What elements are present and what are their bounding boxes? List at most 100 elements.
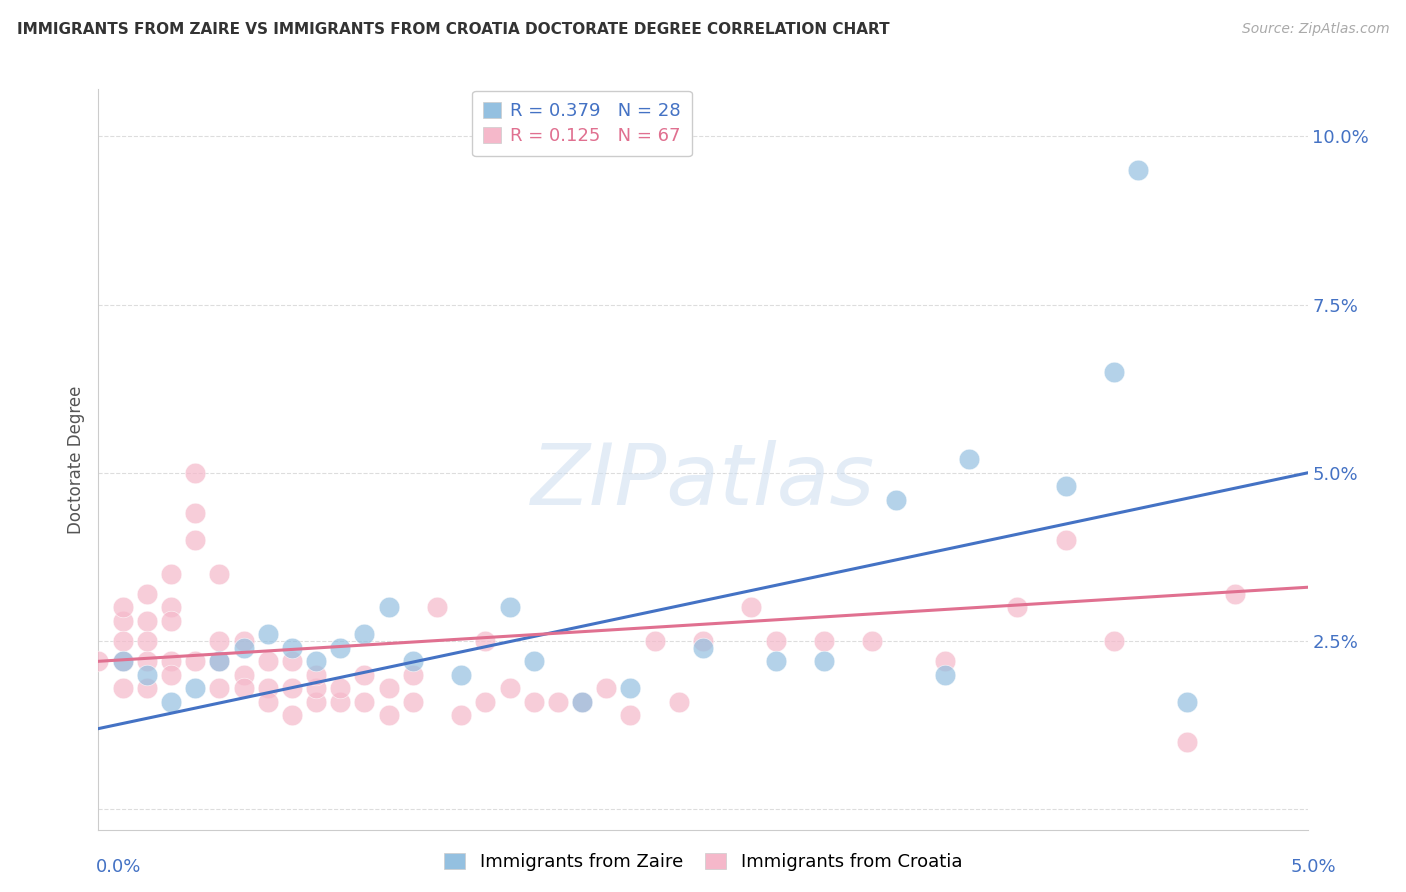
Point [135, 667, 157, 681]
Point [765, 654, 787, 668]
Point [135, 587, 157, 601]
Point [281, 654, 304, 668]
Point [692, 634, 714, 648]
Point [1102, 634, 1125, 648]
Text: 0.0%: 0.0% [96, 858, 141, 876]
Point [160, 667, 183, 681]
Point [934, 654, 956, 668]
Point [232, 681, 254, 696]
Text: 5.0%: 5.0% [1291, 858, 1336, 876]
Point [208, 654, 231, 668]
Point [111, 654, 134, 668]
Point [184, 506, 207, 520]
Point [498, 600, 520, 615]
Text: ZIPatlas: ZIPatlas [531, 440, 875, 523]
Point [305, 695, 328, 709]
Point [523, 654, 546, 668]
Point [232, 634, 254, 648]
Point [498, 681, 520, 696]
Point [329, 695, 352, 709]
Point [111, 681, 134, 696]
Point [668, 695, 690, 709]
Point [232, 667, 254, 681]
Point [644, 634, 666, 648]
Point [256, 681, 278, 696]
Point [305, 681, 328, 696]
Point [281, 708, 304, 723]
Point [111, 634, 134, 648]
Point [619, 708, 641, 723]
Point [160, 614, 183, 628]
Point [281, 681, 304, 696]
Point [353, 667, 375, 681]
Point [1054, 533, 1077, 548]
Point [160, 654, 183, 668]
Point [111, 654, 134, 668]
Point [450, 667, 472, 681]
Point [232, 640, 254, 655]
Point [184, 533, 207, 548]
Point [184, 466, 207, 480]
Point [160, 695, 183, 709]
Point [353, 695, 375, 709]
Point [111, 614, 134, 628]
Point [1102, 365, 1125, 379]
Legend: Immigrants from Zaire, Immigrants from Croatia: Immigrants from Zaire, Immigrants from C… [436, 846, 970, 879]
Legend: R = 0.379   N = 28, R = 0.125   N = 67: R = 0.379 N = 28, R = 0.125 N = 67 [472, 91, 692, 156]
Point [256, 654, 278, 668]
Point [377, 600, 399, 615]
Point [402, 667, 425, 681]
Point [87, 654, 110, 668]
Point [402, 654, 425, 668]
Point [886, 492, 908, 507]
Text: IMMIGRANTS FROM ZAIRE VS IMMIGRANTS FROM CROATIA DOCTORATE DEGREE CORRELATION CH: IMMIGRANTS FROM ZAIRE VS IMMIGRANTS FROM… [17, 22, 890, 37]
Point [740, 600, 762, 615]
Point [1007, 600, 1029, 615]
Text: Source: ZipAtlas.com: Source: ZipAtlas.com [1241, 22, 1389, 37]
Point [860, 634, 883, 648]
Point [184, 681, 207, 696]
Point [1175, 695, 1198, 709]
Point [571, 695, 593, 709]
Point [402, 695, 425, 709]
Point [692, 640, 714, 655]
Point [523, 695, 546, 709]
Point [426, 600, 449, 615]
Point [208, 634, 231, 648]
Point [305, 654, 328, 668]
Y-axis label: Doctorate Degree: Doctorate Degree [66, 385, 84, 533]
Point [595, 681, 617, 696]
Point [305, 667, 328, 681]
Point [111, 600, 134, 615]
Point [813, 654, 835, 668]
Point [184, 654, 207, 668]
Point [256, 695, 278, 709]
Point [208, 566, 231, 581]
Point [474, 634, 496, 648]
Point [619, 681, 641, 696]
Point [208, 654, 231, 668]
Point [281, 640, 304, 655]
Point [934, 667, 956, 681]
Point [765, 634, 787, 648]
Point [160, 566, 183, 581]
Point [377, 708, 399, 723]
Point [1054, 479, 1077, 493]
Point [450, 708, 472, 723]
Point [135, 654, 157, 668]
Point [256, 627, 278, 641]
Point [160, 600, 183, 615]
Point [547, 695, 569, 709]
Point [571, 695, 593, 709]
Point [1175, 735, 1198, 749]
Point [813, 634, 835, 648]
Point [135, 614, 157, 628]
Point [377, 681, 399, 696]
Point [135, 634, 157, 648]
Point [353, 627, 375, 641]
Point [1223, 587, 1246, 601]
Point [135, 681, 157, 696]
Point [1128, 163, 1150, 178]
Point [957, 452, 980, 467]
Point [208, 681, 231, 696]
